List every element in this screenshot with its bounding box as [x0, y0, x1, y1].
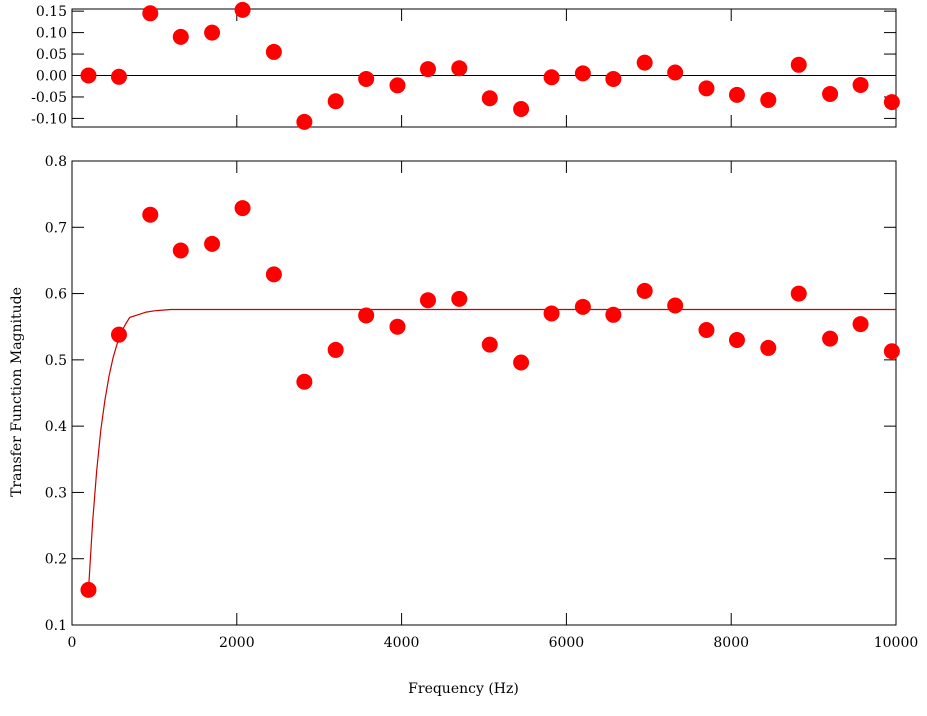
residual-point — [760, 91, 777, 108]
residual-ytick-label: -0.05 — [31, 90, 67, 106]
y-axis-label: Transfer Function Magnitude — [9, 287, 25, 497]
magnitude-point — [327, 341, 344, 358]
residual-ytick-label: 0.10 — [36, 26, 67, 42]
residual-point — [234, 1, 251, 18]
residual-point — [265, 43, 282, 60]
residual-ytick-label: 0.05 — [36, 47, 67, 63]
residual-point — [204, 24, 221, 41]
magnitude-ytick-label: 0.8 — [45, 154, 67, 170]
residual-point — [358, 70, 375, 87]
magnitude-ytick-label: 0.2 — [45, 552, 67, 568]
magnitude-ytick-label: 0.6 — [45, 287, 67, 303]
residual-frame — [71, 8, 897, 128]
residual-point — [790, 56, 807, 73]
residual-panel: -0.10 -0.05 0.00 0.05 0.10 0.15 — [31, 1, 900, 130]
magnitude-point — [883, 343, 900, 360]
magnitude-point — [543, 305, 560, 322]
magnitude-point — [822, 330, 839, 347]
residual-ytick-label: 0.00 — [36, 69, 67, 85]
magnitude-point — [574, 298, 591, 315]
magnitude-point — [760, 339, 777, 356]
magnitude-point — [481, 336, 498, 353]
magnitude-ytick-label: 0.4 — [45, 419, 67, 435]
magnitude-point — [698, 322, 715, 339]
magnitude-xtick-label: 6000 — [549, 635, 585, 651]
magnitude-ytick-label: 0.1 — [45, 618, 67, 634]
magnitude-point — [451, 290, 468, 307]
residual-point — [80, 67, 97, 84]
residual-point — [543, 69, 560, 86]
magnitude-xtick-label: 0 — [68, 635, 77, 651]
residual-point — [728, 86, 745, 103]
magnitude-point — [265, 266, 282, 283]
magnitude-xtick-label: 4000 — [384, 635, 420, 651]
magnitude-ytick-label: 0.3 — [45, 485, 67, 501]
residual-ytick-label: 0.15 — [36, 4, 67, 20]
magnitude-point — [80, 581, 97, 598]
magnitude-point — [636, 282, 653, 299]
magnitude-point — [667, 297, 684, 314]
magnitude-point — [358, 307, 375, 324]
magnitude-point — [389, 318, 406, 335]
magnitude-point — [172, 242, 189, 259]
magnitude-point — [296, 373, 313, 390]
residual-point — [481, 90, 498, 107]
magnitude-point — [204, 235, 221, 252]
magnitude-point — [790, 285, 807, 302]
magnitude-point — [234, 200, 251, 217]
residual-point — [636, 54, 653, 71]
residual-point — [698, 80, 715, 97]
magnitude-xtick-label: 10000 — [874, 635, 919, 651]
magnitude-point — [419, 292, 436, 309]
residual-point — [389, 77, 406, 94]
residual-point — [574, 65, 591, 82]
magnitude-point — [728, 331, 745, 348]
residual-point — [451, 60, 468, 77]
magnitude-xtick-label: 8000 — [713, 635, 749, 651]
magnitude-point — [142, 206, 159, 223]
magnitude-point — [513, 354, 530, 371]
residual-point — [110, 68, 127, 85]
residual-point — [667, 64, 684, 81]
residual-ytick-label: -0.10 — [31, 111, 67, 127]
residual-point — [513, 100, 530, 117]
residual-point — [605, 70, 622, 87]
residual-point — [296, 113, 313, 130]
residual-point — [142, 5, 159, 22]
residual-point — [327, 93, 344, 110]
residual-point — [883, 94, 900, 111]
magnitude-xtick-label: 2000 — [219, 635, 255, 651]
magnitude-point — [605, 306, 622, 323]
residual-point — [822, 85, 839, 102]
magnitude-point — [852, 316, 869, 333]
residual-point — [419, 61, 436, 78]
magnitude-panel: 0.1 0.2 0.3 0.4 0.5 0.6 0.7 0.8 0 2000 4000 6000 800… — [45, 154, 919, 651]
magnitude-ytick-label: 0.5 — [45, 353, 67, 369]
magnitude-frame — [71, 160, 897, 626]
magnitude-point — [110, 326, 127, 343]
residual-point — [172, 28, 189, 45]
magnitude-ytick-label: 0.7 — [45, 220, 67, 236]
x-axis-label: Frequency (Hz) — [408, 681, 519, 697]
residual-point — [852, 76, 869, 93]
